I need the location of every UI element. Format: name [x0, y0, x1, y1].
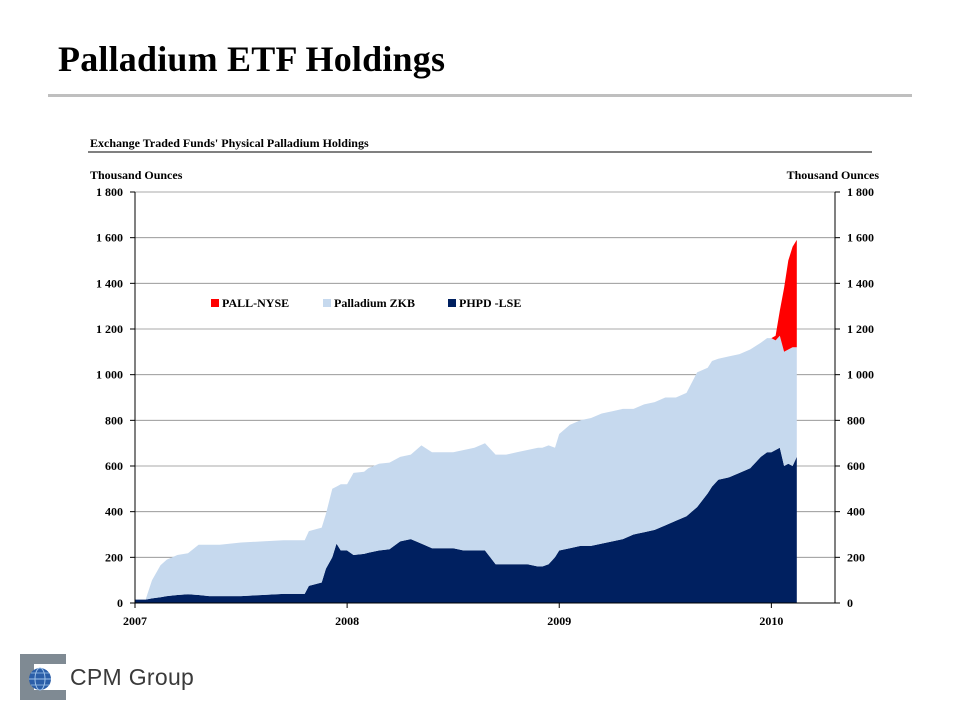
holdings-chart: Exchange Traded Funds' Physical Palladiu…: [88, 136, 880, 628]
area-palladium-zkb: [135, 335, 797, 600]
y-tick-label: 1 600: [847, 231, 874, 245]
x-tick-label: 2010: [759, 614, 783, 628]
title-divider: [48, 94, 912, 97]
y-tick-label: 800: [105, 413, 123, 427]
y-ticks-right: 0 200 400 600 800 1 000 1 200 1 400 1 600 1 800: [835, 185, 874, 610]
legend-label: Palladium ZKB: [334, 296, 415, 310]
y-tick-label: 0: [117, 596, 123, 610]
area-phpd-lse: [135, 447, 797, 603]
y-tick-label: 600: [847, 459, 865, 473]
y-tick-label: 1 000: [96, 368, 123, 382]
y-tick-label: 1 000: [847, 368, 874, 382]
y-tick-label: 200: [847, 550, 865, 564]
y-tick-label: 0: [847, 596, 853, 610]
legend-label: PHPD -LSE: [459, 296, 521, 310]
y-tick-label: 600: [105, 459, 123, 473]
legend-label: PALL-NYSE: [222, 296, 289, 310]
y-axis-label-left: Thousand Ounces: [90, 168, 183, 182]
axes: [134, 192, 836, 604]
y-tick-label: 800: [847, 413, 865, 427]
page-title: Palladium ETF Holdings: [58, 39, 446, 79]
y-axis-label-right: Thousand Ounces: [787, 168, 880, 182]
legend-swatch: [211, 299, 219, 307]
y-tick-label: 1 400: [96, 276, 123, 290]
y-tick-label: 200: [105, 550, 123, 564]
y-tick-label: 1 200: [96, 322, 123, 336]
legend: PALL-NYSE Palladium ZKB PHPD -LSE: [211, 296, 521, 310]
x-tick-label: 2007: [123, 614, 147, 628]
y-tick-label: 400: [105, 505, 123, 519]
logo-text: CPM Group: [70, 664, 195, 690]
y-tick-label: 1 400: [847, 276, 874, 290]
globe-icon: [29, 667, 51, 691]
y-ticks-left: 0 200 400 600 800 1 000 1 200 1 400 1 600 1 800: [96, 185, 135, 610]
x-tick-label: 2009: [547, 614, 571, 628]
legend-swatch: [448, 299, 456, 307]
legend-swatch: [323, 299, 331, 307]
series-areas: [135, 239, 797, 603]
cpm-logo: [20, 654, 66, 700]
y-tick-label: 1 800: [96, 185, 123, 199]
y-tick-label: 400: [847, 505, 865, 519]
y-tick-label: 1 600: [96, 231, 123, 245]
chart-title: Exchange Traded Funds' Physical Palladiu…: [90, 136, 369, 150]
x-tick-label: 2008: [335, 614, 359, 628]
y-tick-label: 1 200: [847, 322, 874, 336]
x-ticks: 2007 2008 2009 2010: [123, 603, 783, 628]
y-tick-label: 1 800: [847, 185, 874, 199]
